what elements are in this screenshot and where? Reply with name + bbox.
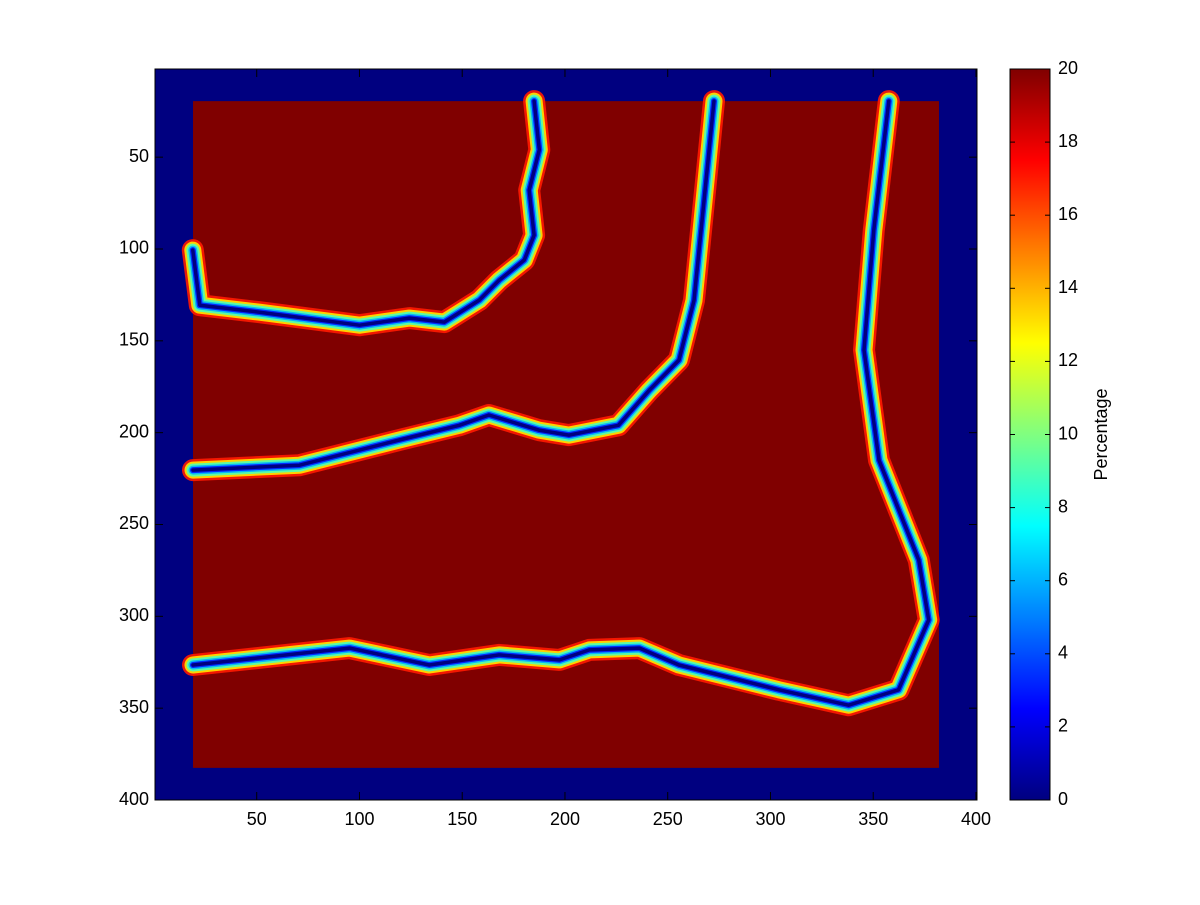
curve bbox=[191, 99, 716, 472]
x-tick-label: 400 bbox=[961, 809, 991, 829]
colorbar-tick-label: 10 bbox=[1058, 423, 1078, 443]
curve bbox=[191, 99, 931, 707]
x-tick-label: 150 bbox=[447, 809, 477, 829]
y-tick-label: 300 bbox=[119, 605, 149, 625]
colorbar-tick-label: 2 bbox=[1058, 716, 1068, 736]
y-tick-label: 150 bbox=[119, 330, 149, 350]
colorbar-tick-label: 8 bbox=[1058, 496, 1068, 516]
colorbar-tick-label: 6 bbox=[1058, 569, 1068, 589]
axes-box bbox=[154, 68, 978, 801]
curve bbox=[191, 99, 542, 327]
heatmap bbox=[155, 69, 977, 800]
colorbar-tick-label: 20 bbox=[1058, 58, 1078, 78]
colorbar-label: Percentage bbox=[1091, 388, 1111, 480]
colorbar-tick-label: 12 bbox=[1058, 350, 1078, 370]
x-tick-label: 300 bbox=[755, 809, 785, 829]
y-tick-label: 50 bbox=[129, 146, 149, 166]
x-tick-label: 250 bbox=[653, 809, 683, 829]
colorbar-tick-label: 16 bbox=[1058, 204, 1078, 224]
y-tick-label: 250 bbox=[119, 513, 149, 533]
colorbar bbox=[1009, 68, 1051, 801]
x-tick-label: 200 bbox=[550, 809, 580, 829]
x-tick-label: 50 bbox=[247, 809, 267, 829]
x-tick-label: 100 bbox=[344, 809, 374, 829]
y-tick-label: 400 bbox=[119, 789, 149, 809]
colorbar-tick-label: 0 bbox=[1058, 789, 1068, 809]
y-tick-label: 200 bbox=[119, 421, 149, 441]
colorbar-tick-label: 14 bbox=[1058, 277, 1078, 297]
colorbar-tick-label: 18 bbox=[1058, 131, 1078, 151]
x-tick-label: 350 bbox=[858, 809, 888, 829]
colorbar-tick-label: 4 bbox=[1058, 643, 1068, 663]
y-tick-label: 350 bbox=[119, 697, 149, 717]
y-tick-label: 100 bbox=[119, 238, 149, 258]
